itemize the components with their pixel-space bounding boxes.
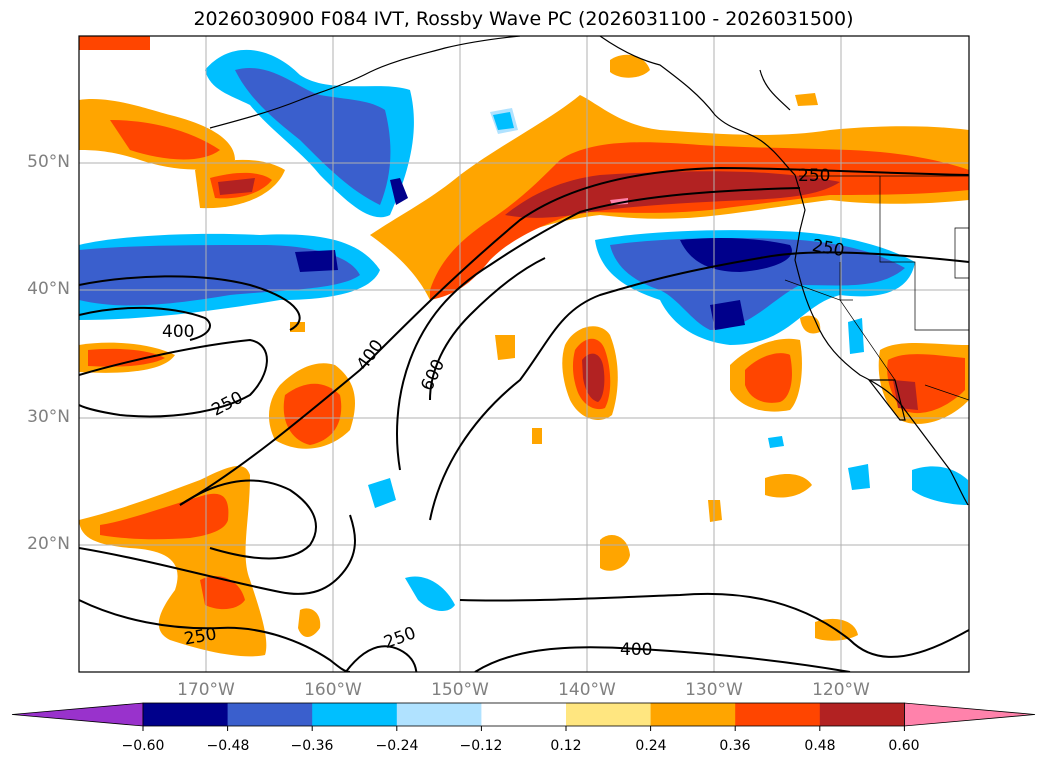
coastlines <box>209 36 969 506</box>
colorbar-extend-low <box>11 702 144 727</box>
colorbar-swatch <box>396 703 482 726</box>
gridlines <box>79 36 969 672</box>
colorbar-swatch <box>566 703 652 726</box>
colorbar-tick-label: −0.48 <box>206 738 250 754</box>
colorbar-swatch <box>481 703 567 726</box>
colorbar-swatch <box>819 703 905 726</box>
contours <box>79 166 969 672</box>
colorbar-tick-label: 0.48 <box>804 738 836 754</box>
colorbar-swatch <box>227 703 313 726</box>
colorbar-swatch <box>143 703 229 726</box>
positive-ivt-shading <box>79 36 969 657</box>
colorbar-swatch <box>735 703 821 726</box>
lon-label: 120°W <box>812 680 870 700</box>
colorbar-tick-label: −0.12 <box>459 738 503 754</box>
map-title: 2026030900 F084 IVT, Rossby Wave PC (202… <box>193 8 854 30</box>
lat-label: 50°N <box>27 152 70 172</box>
colorbar-tick-label: 0.24 <box>635 738 667 754</box>
lon-label: 150°W <box>431 680 489 700</box>
colorbar-swatch <box>312 703 398 726</box>
contour-label: 400 <box>620 640 652 660</box>
lon-label: 170°W <box>177 680 235 700</box>
colorbar-tick-label: 0.12 <box>550 738 582 754</box>
colorbar-swatch <box>650 703 736 726</box>
lon-label: 160°W <box>304 680 362 700</box>
colorbar-extend-high <box>904 702 1036 727</box>
negative-ivt-shading <box>79 49 968 612</box>
contour-label: 250 <box>798 166 830 186</box>
lat-label: 40°N <box>27 279 70 299</box>
map-frame <box>78 35 970 673</box>
colorbar-tick-label: 0.60 <box>888 738 920 754</box>
colorbar <box>11 702 1036 731</box>
colorbar-tick-label: 0.36 <box>719 738 751 754</box>
lat-label: 20°N <box>27 534 70 554</box>
lon-label: 130°W <box>685 680 743 700</box>
contour-label: 400 <box>162 322 194 342</box>
lat-label: 30°N <box>27 407 70 427</box>
colorbar-frame <box>142 702 905 727</box>
colorbar-tick-label: −0.60 <box>121 738 165 754</box>
colorbar-tick-label: −0.36 <box>290 738 334 754</box>
lon-label: 140°W <box>558 680 616 700</box>
map-area <box>79 36 969 672</box>
colorbar-tick-label: −0.24 <box>375 738 419 754</box>
